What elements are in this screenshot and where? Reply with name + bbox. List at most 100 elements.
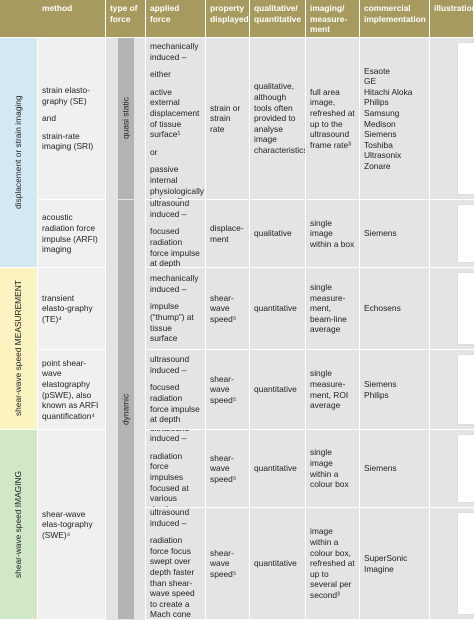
header-cell: property displayed — [206, 0, 249, 37]
method-cell: point shear-wave elastography (pSWE), al… — [38, 350, 105, 429]
implementation-text: Hitachi Aloka — [364, 86, 413, 97]
imaging-text: single measure-ment, beam-line average — [310, 282, 347, 335]
implementation-cell: Siemens Philips — [360, 350, 429, 429]
group-cell: displacement or strain imaging — [0, 38, 37, 267]
imaging-text: full area image, refreshed at up to the … — [310, 86, 355, 150]
implementation-text: Siemens — [364, 378, 397, 389]
applied-force-text: passive internal physiologically induced… — [150, 164, 204, 199]
illustration-placeholder — [457, 272, 474, 345]
header-label: property displayed — [210, 3, 249, 24]
property-cell: displace-ment — [206, 200, 249, 267]
applied-force-text: radiation force focus swept over depth f… — [150, 535, 195, 619]
implementation-cell: Siemens — [360, 430, 429, 507]
implementation-text: Echosens — [364, 303, 401, 314]
force-type-label: quasi static — [120, 97, 131, 140]
applied-force-text: ultrasound induced – — [150, 508, 190, 528]
assessment-text: quantitative — [254, 558, 297, 569]
applied-force-text: ultrasound induced – — [150, 430, 189, 444]
header-label: qualitative/ quantitative — [254, 3, 301, 24]
method-cell: strain elasto-graphy (SE) and strain-rate … — [38, 38, 105, 199]
implementation-text: Samsung Medison — [364, 107, 400, 129]
imaging-cell: full area image, refreshed at up to the … — [306, 38, 359, 199]
implementation-text: GE — [364, 76, 377, 87]
group-cell: shear-wave speed IMAGING — [0, 430, 37, 619]
imaging-cell: single measure-ment, ROI average — [306, 350, 359, 429]
group-label: shear-wave speed MEASUREMENT — [13, 280, 24, 417]
header-label: commercial implementation — [364, 3, 426, 24]
implementation-text: Siemens — [364, 463, 397, 474]
illustration-placeholder — [457, 42, 474, 195]
applied-force-text: mechanically induced – — [150, 41, 199, 62]
group-cell: shear-wave speed MEASUREMENT — [0, 268, 37, 429]
applied-force-cell: ultrasound induced – focused radiation fo… — [146, 350, 205, 429]
header-label: method — [42, 3, 73, 13]
assessment-text: qualitative, although tools often provid… — [254, 81, 305, 155]
force-type-label: dynamic — [120, 393, 131, 426]
imaging-text: image within a colour box, refreshed at … — [310, 526, 355, 600]
implementation-text: Siemens — [364, 129, 397, 140]
imaging-cell: image within a colour box, refreshed at … — [306, 508, 359, 619]
illustration-placeholder — [457, 204, 474, 263]
illustration-placeholder — [457, 434, 474, 503]
property-cell: shear-wave speed⁵ — [206, 268, 249, 349]
assessment-text: quantitative — [254, 303, 297, 314]
force-type-cell: dynamic — [118, 200, 134, 619]
applied-force-text: focused radiation force impulse at depth — [150, 382, 200, 425]
applied-force-text: ultrasound induced – — [150, 200, 190, 219]
implementation-text: Siemens — [364, 228, 397, 239]
method-text: point shear-wave elastography (pSWE), al… — [42, 357, 99, 421]
illustration-placeholder — [457, 354, 474, 425]
applied-force-cell: mechanically induced – either active exter… — [146, 38, 205, 199]
implementation-text: Philips — [364, 389, 389, 400]
force-type-cell: quasi static — [118, 38, 134, 199]
applied-force-cell: ultrasound induced – focused radiation fo… — [146, 200, 205, 267]
assessment-cell: quantitative — [250, 268, 305, 349]
implementation-cell: Echosens — [360, 268, 429, 349]
applied-force-text: radiation force impulses focused at vari… — [150, 450, 189, 507]
property-cell: shear-wave speed⁵ — [206, 430, 249, 507]
implementation-text: Zonare — [364, 160, 391, 171]
header-label: imaging/ measure-ment — [310, 3, 348, 35]
group-label: shear-wave speed IMAGING — [13, 470, 24, 579]
property-cell: shear-wave speed⁵ — [206, 508, 249, 619]
implementation-text: Toshiba — [364, 139, 393, 150]
method-text: shear-wave elas-tography (SWE)⁴ — [42, 508, 93, 540]
header-cell: commercial implementation — [360, 0, 429, 37]
applied-force-cell: ultrasound induced – radiation force focu… — [146, 508, 205, 619]
assessment-cell: quantitative — [250, 430, 305, 507]
illustration-placeholder — [457, 512, 474, 615]
assessment-text: quantitative — [254, 463, 297, 474]
property-cell: shear-wave speed⁵ — [206, 350, 249, 429]
method-cell: transient elasto-graphy (TE)⁴ — [38, 268, 105, 349]
imaging-cell: single image within a colour box — [306, 430, 359, 507]
applied-force-text: focused radiation force impulse at depth — [150, 226, 200, 267]
applied-force-text: active external displacement of tissue s… — [150, 86, 200, 140]
property-cell: strain or strain rate — [206, 38, 249, 199]
header-cell: qualitative/ quantitative — [250, 0, 305, 37]
applied-force-text: or — [150, 146, 158, 157]
assessment-cell: qualitative, although tools often provid… — [250, 38, 305, 199]
header-label: illustration — [434, 3, 473, 13]
implementation-cell: Esaote GE Hitachi Aloka Philips Samsung Medi… — [360, 38, 429, 199]
header-cell: applied force — [146, 0, 205, 37]
imaging-text: single measure-ment, ROI average — [310, 368, 349, 411]
property-text: shear-wave speed⁵ — [210, 292, 237, 324]
applied-force-cell: ultrasound induced – radiation force impu… — [146, 430, 205, 507]
implementation-text: Esaote — [364, 65, 391, 76]
applied-force-text: mechanically induced – — [150, 273, 199, 294]
implementation-text: Ultrasonix — [364, 150, 402, 161]
property-text: shear-wave speed⁵ — [210, 547, 237, 579]
implementation-cell: Siemens — [360, 200, 429, 267]
method-text: transient elasto-graphy (TE)⁴ — [42, 292, 93, 324]
method-text: and — [42, 113, 56, 124]
header-cell: illustration — [430, 0, 473, 37]
assessment-text: quantitative — [254, 384, 297, 395]
header-bg — [0, 0, 38, 37]
header-label: applied force — [150, 3, 180, 24]
implementation-text: Philips — [364, 97, 389, 108]
header-cell: type of force — [106, 0, 145, 37]
assessment-cell: quantitative — [250, 350, 305, 429]
applied-force-cell: mechanically induced – impulse (“thump”) … — [146, 268, 205, 349]
method-text: strain elasto-graphy (SE) — [42, 85, 90, 106]
